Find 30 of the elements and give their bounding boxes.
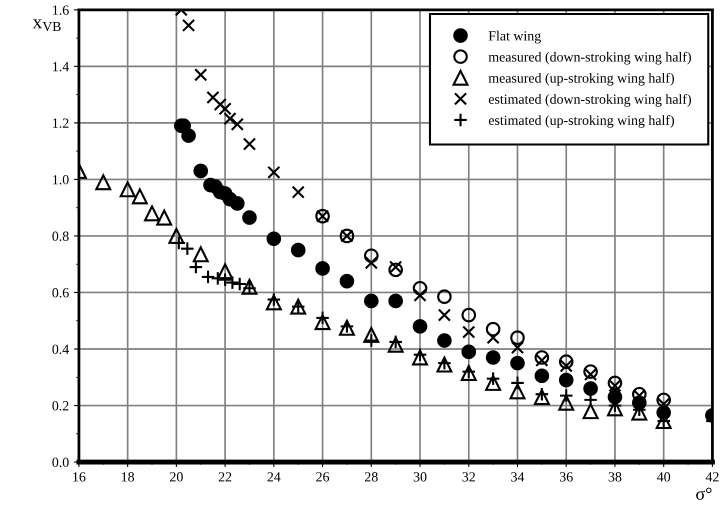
y-axis-title: x$_{VB}$ <box>32 19 61 32</box>
legend-label: estimated (down-stroking wing half) <box>488 94 691 107</box>
y-tick-label: 0.0 <box>52 458 69 468</box>
y-tick-label: 0.4 <box>52 344 69 354</box>
y-tick-label: 1.2 <box>53 118 68 128</box>
x-tick-label: 36 <box>560 472 573 482</box>
x-tick-label: 26 <box>316 472 330 482</box>
x-tick-label: 22 <box>218 472 232 482</box>
x-tick-label: 38 <box>608 472 622 482</box>
x-tick-label: 42 <box>706 472 719 482</box>
y-tick-label: 1.6 <box>53 5 69 15</box>
x-tick-label: 24 <box>268 472 281 482</box>
y-tick-label: 1.0 <box>53 175 69 184</box>
x-tick-label: 40 <box>657 472 670 482</box>
x-tick-label: 20 <box>170 472 183 482</box>
legend-label: measured (up-stroking wing half) <box>488 72 674 86</box>
y-tick-label: 1.4 <box>53 62 69 72</box>
x-tick-label: 16 <box>73 472 86 482</box>
x-axis-title: σ° <box>696 488 712 500</box>
x-tick-label: 18 <box>122 472 134 482</box>
legend-label: measured (down-stroking wing half) <box>488 52 691 65</box>
y-tick-label: 0.6 <box>52 288 69 298</box>
x-tick-label: 34 <box>511 472 524 482</box>
y-tick-label: 0.2 <box>52 401 68 411</box>
x-tick-label: 30 <box>414 472 426 482</box>
x-tick-label: 32 <box>462 472 475 482</box>
x-tick-label: 28 <box>364 472 378 482</box>
legend-label: Flat wing <box>488 30 541 44</box>
y-tick-label: 0.8 <box>52 232 69 241</box>
legend-label: estimated (up-stroking wing half) <box>488 115 674 128</box>
